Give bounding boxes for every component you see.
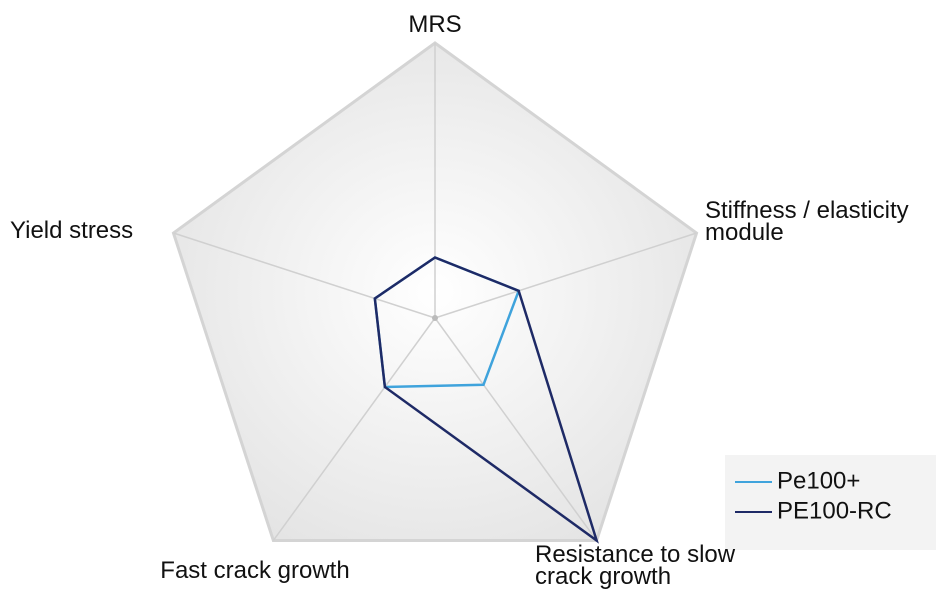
axis-label: Yield stress	[10, 217, 134, 244]
axis-label: Fast crack growth	[160, 557, 350, 584]
spoke	[434, 232, 697, 319]
spoke	[173, 232, 436, 319]
legend-label: PE100-RC	[777, 497, 892, 524]
legend-box	[725, 455, 936, 550]
series-line	[373, 256, 599, 544]
spoke	[434, 317, 598, 541]
spoke	[272, 317, 436, 541]
axis-label: Resistance to slow crack growth	[535, 541, 736, 590]
legend-label: Pe100+	[777, 467, 860, 494]
axis-label: Stiffness / elasticity module	[705, 197, 909, 246]
center-dot	[432, 315, 438, 321]
axis-label: MRS	[408, 11, 462, 38]
